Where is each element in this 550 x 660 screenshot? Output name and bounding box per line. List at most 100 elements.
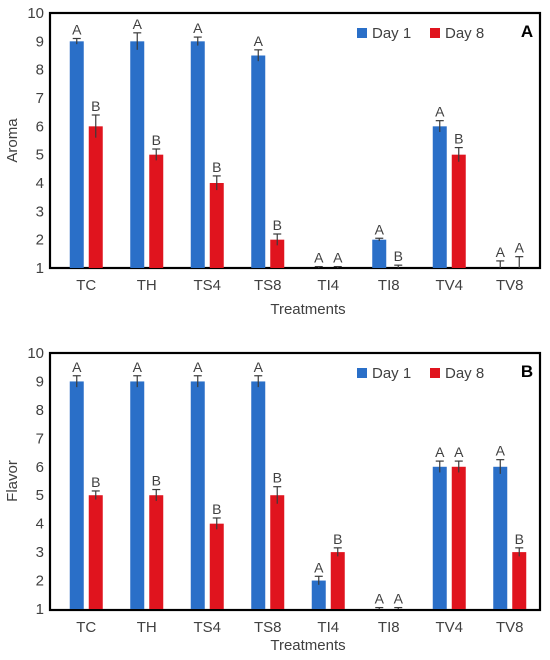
error-bar: [193, 375, 202, 388]
y-tick-label: 6: [36, 459, 44, 476]
x-tick-label: TH: [137, 277, 157, 294]
y-tick-label: 9: [36, 373, 44, 390]
y-axis-label: Aroma: [4, 118, 21, 163]
y-tick-label: 5: [36, 487, 44, 504]
error-bar: [394, 264, 403, 268]
bar-day-1: [493, 466, 508, 609]
error-bar: [515, 256, 524, 268]
y-tick-label: 3: [36, 203, 44, 220]
error-bar: [91, 114, 100, 138]
bar-day-1: [372, 239, 387, 268]
error-bar: [133, 375, 142, 388]
bar-day-8: [451, 154, 466, 268]
significance-letter: B: [212, 159, 221, 175]
significance-letter: B: [454, 131, 463, 147]
bar-day-8: [149, 495, 164, 609]
plot-frame: [48, 11, 542, 270]
chart-panel-B: 1 2 3 4 5 6 7 8 9 10 Flavor Treatments B Day 1 Day 8 TC…: [4, 345, 542, 654]
y-tick-label: 5: [36, 147, 44, 164]
error-bar: [314, 575, 323, 585]
x-tick-label: TS4: [193, 619, 221, 636]
x-tick-label: TS4: [193, 277, 221, 294]
y-tick-label: 7: [36, 90, 44, 107]
significance-letter: B: [91, 474, 100, 490]
legend-label: Day 1: [372, 365, 411, 382]
significance-letter: B: [91, 98, 100, 114]
error-bar: [515, 547, 524, 557]
y-tick-label: 10: [27, 5, 44, 22]
significance-letter: A: [193, 20, 203, 36]
significance-letter: B: [212, 501, 221, 517]
y-tick-label: 8: [36, 402, 44, 419]
significance-letter: A: [515, 240, 525, 256]
bar-day-1: [130, 381, 145, 609]
x-axis-label: Treatments: [270, 301, 345, 318]
significance-letter: B: [273, 217, 282, 233]
legend-label: Day 1: [372, 25, 411, 42]
error-bar: [152, 148, 161, 161]
x-tick-label: TI8: [378, 619, 400, 636]
error-bar: [212, 517, 221, 530]
legend-swatch: [430, 368, 440, 378]
y-tick-label: 2: [36, 232, 44, 249]
error-bar: [72, 37, 81, 45]
bar-day-8: [270, 239, 285, 268]
significance-letter: A: [496, 443, 506, 459]
significance-letter: A: [193, 359, 203, 375]
bar-day-1: [432, 466, 447, 609]
significance-letter: A: [254, 33, 264, 49]
bar-day-8: [209, 523, 224, 609]
error-bar: [435, 460, 444, 473]
significance-letter: A: [375, 591, 385, 607]
error-bar: [375, 237, 384, 242]
x-axis-label: Treatments: [270, 637, 345, 654]
significance-letter: A: [333, 250, 343, 266]
bar-day-1: [432, 126, 447, 268]
error-bar: [91, 490, 100, 500]
legend-label: Day 8: [445, 365, 484, 382]
panel-label: B: [521, 362, 533, 381]
bar-day-1: [251, 381, 266, 609]
error-bar: [254, 49, 263, 62]
error-bar: [333, 265, 342, 268]
x-tick-label: TI4: [317, 619, 339, 636]
bar-day-8: [209, 183, 224, 268]
y-tick-label: 4: [36, 175, 44, 192]
error-bar: [273, 233, 282, 246]
error-bar: [435, 120, 444, 132]
bar-day-8: [451, 466, 466, 609]
legend-swatch: [357, 368, 367, 378]
significance-letter: A: [435, 444, 445, 460]
x-tick-label: TS8: [254, 619, 282, 636]
error-bar: [375, 606, 384, 609]
y-tick-label: 8: [36, 62, 44, 79]
significance-letter: A: [254, 359, 264, 375]
significance-letter: A: [375, 221, 385, 237]
significance-letter: B: [394, 248, 403, 264]
significance-letter: A: [435, 104, 445, 120]
error-bar: [333, 547, 342, 557]
bar-day-1: [251, 55, 266, 268]
x-tick-label: TV4: [435, 619, 463, 636]
error-bar: [152, 488, 161, 501]
x-tick-label: TI8: [378, 277, 400, 294]
bar-day-1: [190, 41, 205, 269]
error-bar: [212, 175, 221, 191]
x-tick-label: TV8: [496, 277, 524, 294]
significance-letter: B: [273, 470, 282, 486]
significance-letter: A: [454, 444, 464, 460]
bar-day-8: [330, 552, 345, 609]
significance-letter: B: [152, 132, 161, 148]
x-tick-label: TI4: [317, 277, 339, 294]
bar-day-1: [69, 381, 84, 609]
x-tick-label: TV8: [496, 619, 524, 636]
significance-letter: A: [394, 591, 404, 607]
bar-day-8: [270, 495, 285, 609]
y-tick-label: 10: [27, 345, 44, 362]
significance-letter: A: [314, 559, 324, 575]
error-bar: [454, 146, 463, 162]
panel-label: A: [521, 22, 533, 41]
legend-swatch: [430, 28, 440, 38]
plot-frame: [48, 351, 542, 612]
bar-day-8: [512, 552, 527, 609]
